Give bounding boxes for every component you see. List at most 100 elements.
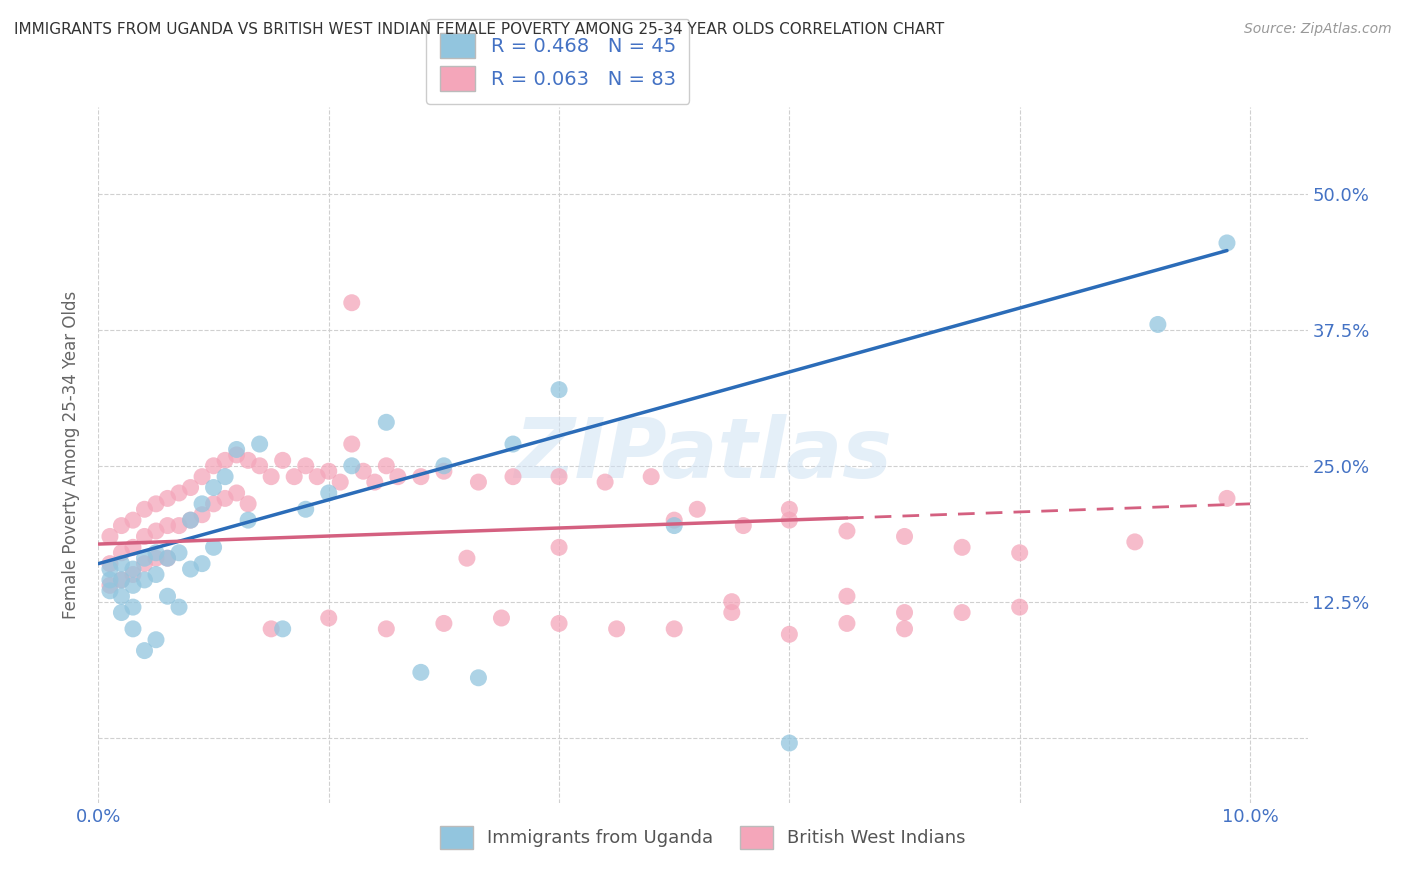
Point	[134, 502, 156, 516]
Point	[156, 551, 179, 566]
Point	[122, 567, 145, 582]
Point	[249, 458, 271, 473]
Point	[456, 551, 478, 566]
Point	[1147, 318, 1170, 332]
Point	[271, 453, 294, 467]
Point	[375, 415, 398, 429]
Text: IMMIGRANTS FROM UGANDA VS BRITISH WEST INDIAN FEMALE POVERTY AMONG 25-34 YEAR OL: IMMIGRANTS FROM UGANDA VS BRITISH WEST I…	[14, 22, 945, 37]
Point	[1008, 600, 1031, 615]
Point	[214, 491, 236, 506]
Point	[98, 583, 121, 598]
Point	[110, 589, 132, 603]
Point	[340, 437, 363, 451]
Point	[167, 600, 190, 615]
Point	[98, 573, 121, 587]
Point	[236, 453, 259, 467]
Point	[375, 622, 398, 636]
Point	[225, 448, 247, 462]
Point	[409, 665, 432, 680]
Point	[145, 551, 167, 566]
Point	[548, 469, 571, 483]
Point	[98, 529, 121, 543]
Point	[352, 464, 374, 478]
Point	[467, 475, 489, 489]
Point	[180, 562, 202, 576]
Point	[134, 643, 156, 657]
Point	[202, 497, 225, 511]
Point	[122, 600, 145, 615]
Point	[433, 458, 456, 473]
Point	[664, 513, 686, 527]
Point	[156, 518, 179, 533]
Point	[294, 502, 316, 516]
Point	[548, 383, 571, 397]
Point	[110, 518, 132, 533]
Point	[640, 469, 662, 483]
Point	[893, 622, 915, 636]
Point	[364, 475, 387, 489]
Point	[156, 589, 179, 603]
Point	[110, 573, 132, 587]
Point	[950, 541, 973, 555]
Point	[548, 616, 571, 631]
Point	[191, 497, 214, 511]
Text: ZIPatlas: ZIPatlas	[515, 415, 891, 495]
Point	[145, 524, 167, 538]
Point	[548, 541, 571, 555]
Point	[433, 464, 456, 478]
Point	[318, 611, 340, 625]
Point	[191, 469, 214, 483]
Point	[202, 541, 225, 555]
Point	[778, 736, 800, 750]
Point	[191, 557, 214, 571]
Point	[835, 589, 858, 603]
Point	[318, 464, 340, 478]
Point	[156, 491, 179, 506]
Point	[778, 502, 800, 516]
Point	[122, 541, 145, 555]
Point	[950, 606, 973, 620]
Point	[664, 518, 686, 533]
Point	[122, 578, 145, 592]
Point	[893, 606, 915, 620]
Point	[778, 513, 800, 527]
Point	[110, 557, 132, 571]
Point	[593, 475, 616, 489]
Point	[167, 486, 190, 500]
Point	[202, 481, 225, 495]
Point	[134, 557, 156, 571]
Point	[110, 546, 132, 560]
Point	[236, 513, 259, 527]
Point	[98, 578, 121, 592]
Point	[387, 469, 409, 483]
Point	[202, 458, 225, 473]
Point	[1216, 491, 1239, 506]
Point	[167, 546, 190, 560]
Point	[249, 437, 271, 451]
Point	[835, 616, 858, 631]
Point	[145, 632, 167, 647]
Point	[134, 551, 156, 566]
Point	[214, 453, 236, 467]
Point	[664, 622, 686, 636]
Point	[180, 513, 202, 527]
Point	[134, 573, 156, 587]
Point	[1216, 235, 1239, 250]
Point	[122, 622, 145, 636]
Point	[145, 497, 167, 511]
Point	[606, 622, 628, 636]
Y-axis label: Female Poverty Among 25-34 Year Olds: Female Poverty Among 25-34 Year Olds	[62, 291, 80, 619]
Point	[433, 616, 456, 631]
Point	[134, 529, 156, 543]
Point	[98, 562, 121, 576]
Point	[491, 611, 513, 625]
Legend: Immigrants from Uganda, British West Indians: Immigrants from Uganda, British West Ind…	[433, 819, 973, 856]
Point	[110, 606, 132, 620]
Point	[720, 606, 742, 620]
Point	[502, 469, 524, 483]
Point	[1008, 546, 1031, 560]
Point	[307, 469, 329, 483]
Point	[409, 469, 432, 483]
Point	[122, 562, 145, 576]
Point	[214, 469, 236, 483]
